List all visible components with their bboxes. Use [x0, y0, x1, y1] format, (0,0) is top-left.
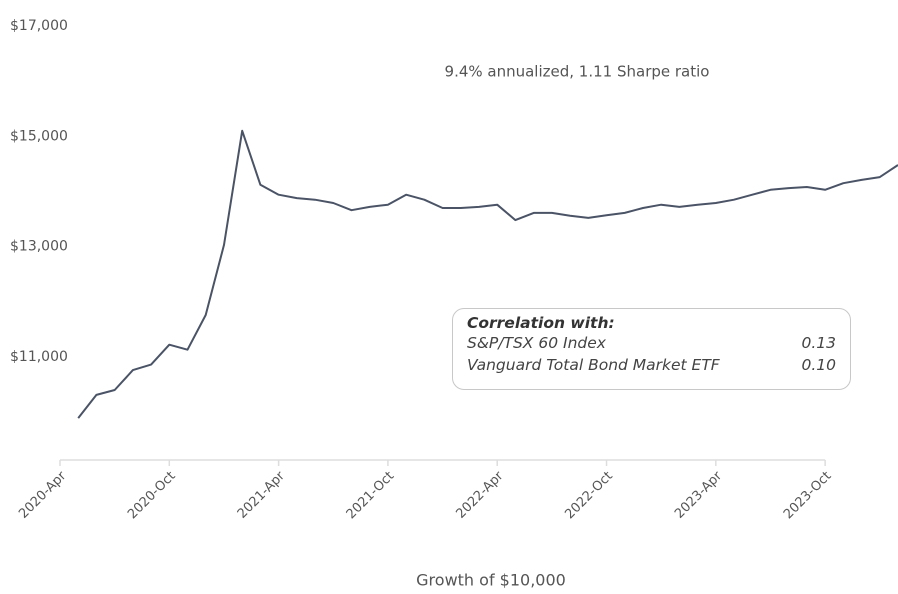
x-tick-label: 2020-Oct — [125, 469, 178, 522]
correlation-row: Vanguard Total Bond Market ETF 0.10 — [467, 354, 836, 376]
x-axis-title: Growth of $10,000 — [416, 571, 566, 590]
correlation-box: Correlation with: S&P/TSX 60 Index 0.13 V… — [452, 308, 851, 390]
x-tick-label: 2021-Oct — [344, 469, 397, 522]
correlation-row: S&P/TSX 60 Index 0.13 — [467, 332, 836, 354]
x-tick-label: 2022-Apr — [453, 468, 506, 521]
correlation-name: S&P/TSX 60 Index — [467, 334, 606, 352]
x-tick-label: 2020-Apr — [16, 468, 69, 521]
x-tick-label: 2023-Apr — [672, 468, 725, 521]
x-tick-label: 2023-Oct — [781, 469, 834, 522]
line-series — [77, 129, 898, 419]
annotation: 9.4% annualized, 1.11 Sharpe ratio — [445, 63, 710, 81]
x-tick-label: 2021-Apr — [235, 468, 288, 521]
correlation-title: Correlation with: — [467, 314, 615, 332]
correlation-value: 0.10 — [801, 356, 836, 374]
y-tick-label: $13,000 — [10, 239, 68, 255]
y-tick-label: $17,000 — [10, 18, 68, 34]
correlation-value: 0.13 — [801, 334, 836, 352]
correlation-name: Vanguard Total Bond Market ETF — [467, 356, 720, 374]
y-tick-label: $15,000 — [10, 128, 68, 144]
x-tick-label: 2022-Oct — [562, 469, 615, 522]
y-tick-label: $11,000 — [10, 349, 68, 365]
